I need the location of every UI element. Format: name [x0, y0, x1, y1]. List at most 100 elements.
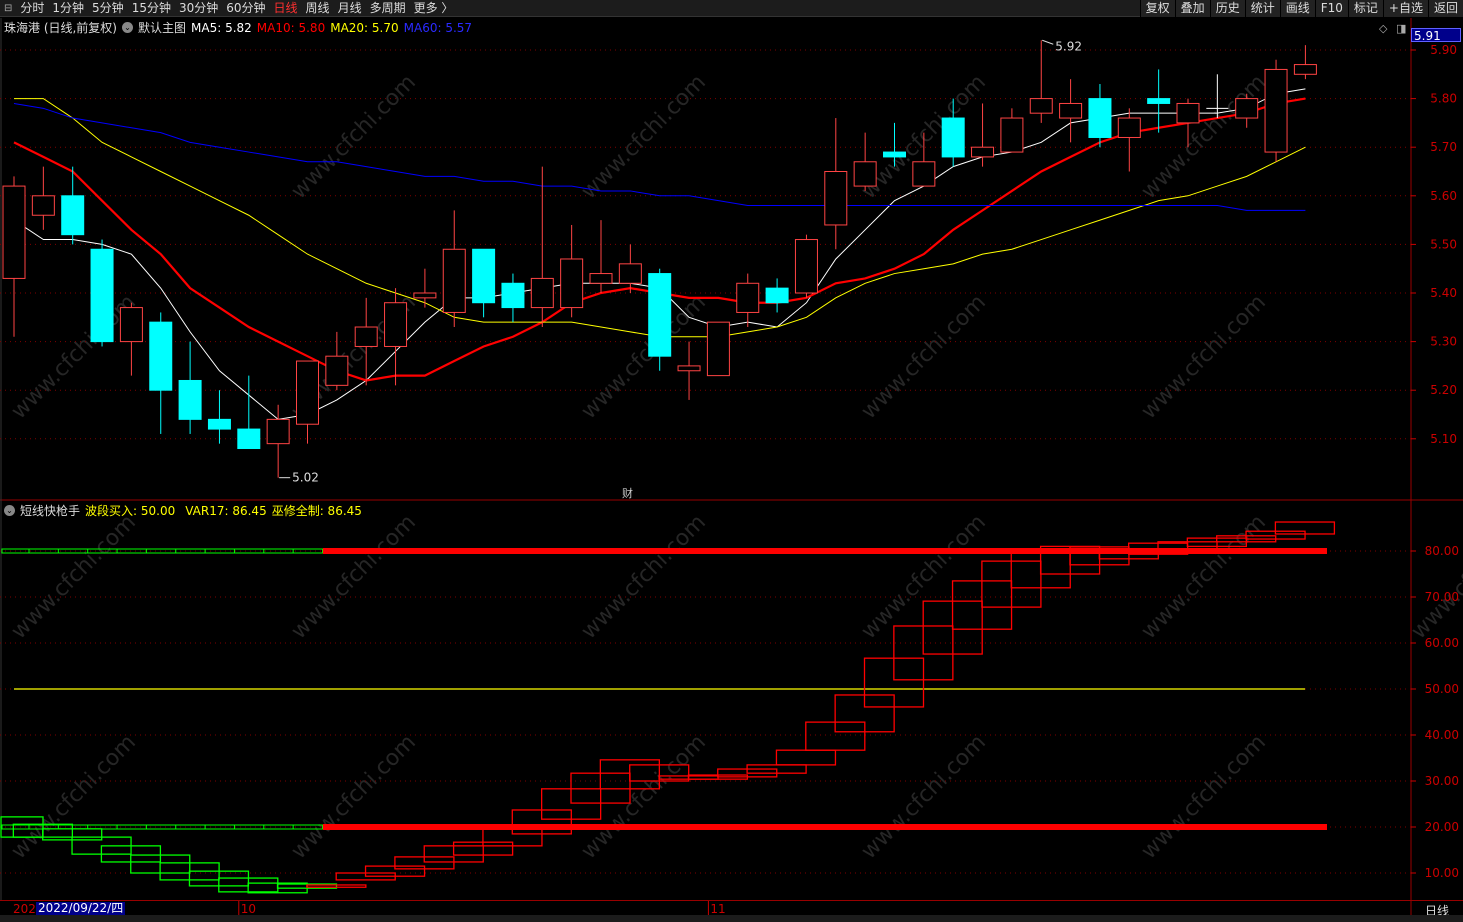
stock-title: 珠海港 (日线,前复权) — [4, 21, 117, 35]
diamond-icon[interactable]: ◇ — [1379, 22, 1388, 35]
watermark: www.cfchi.com — [7, 510, 141, 644]
price-tick-label: 5.20 — [1430, 383, 1457, 397]
template-selector[interactable]: 默认主图 — [138, 21, 187, 35]
watermark: www.cfchi.com — [287, 70, 421, 204]
price-tick-label: 5.10 — [1430, 432, 1457, 446]
candle — [1147, 69, 1171, 133]
candle — [119, 302, 143, 376]
candle — [706, 321, 730, 377]
toolbar-button-5[interactable]: F10 — [1314, 0, 1348, 17]
period-tab-6[interactable]: 日线 — [273, 0, 298, 15]
high-price-label: 5.92 — [1055, 39, 1082, 53]
candle — [736, 273, 760, 328]
candle-body — [530, 277, 554, 309]
toolbar-button-7[interactable]: +自选 — [1382, 0, 1428, 17]
candle — [1176, 98, 1200, 148]
candle — [971, 103, 995, 167]
period-tab-10[interactable]: 更多 〉 — [413, 0, 454, 15]
candle — [237, 375, 261, 450]
candle-body — [1000, 117, 1024, 153]
candle-body — [296, 360, 319, 425]
candle-body — [31, 195, 55, 216]
candle — [90, 239, 114, 347]
candle — [384, 288, 408, 386]
candle-body — [1235, 98, 1259, 119]
candle-body — [90, 248, 114, 343]
candle — [2, 176, 26, 337]
candle — [1000, 108, 1024, 153]
toolbar-button-8[interactable]: 返回 — [1427, 0, 1463, 17]
candle-body — [1176, 102, 1200, 124]
watermark: www.cfchi.com — [577, 70, 711, 204]
candle-body — [354, 326, 378, 347]
candle — [1235, 93, 1259, 128]
price-tick-label: 5.90 — [1430, 43, 1457, 57]
panel-toggle-icon[interactable]: ⊟ — [4, 2, 13, 14]
indicator-box — [629, 764, 690, 782]
period-tab-7[interactable]: 周线 — [305, 0, 330, 15]
period-tab-8[interactable]: 月线 — [337, 0, 362, 15]
price-tick-label: 5.80 — [1430, 92, 1457, 106]
watermark: www.cfchi.com — [287, 730, 421, 864]
bottom-tab-bar[interactable] — [0, 915, 1463, 922]
indicator-tick-label: 60.00 — [1425, 636, 1459, 650]
indicator-name[interactable]: 短线快枪手 — [20, 504, 81, 518]
toolbar-button-3[interactable]: 统计 — [1244, 0, 1280, 17]
candle — [472, 248, 496, 318]
candle-body — [648, 273, 672, 357]
period-tab-2[interactable]: 5分钟 — [92, 0, 124, 15]
candle-body — [237, 428, 261, 450]
candle — [1059, 79, 1083, 143]
period-tab-9[interactable]: 多周期 — [369, 0, 406, 15]
ma10-value: MA10: 5.80 — [256, 20, 326, 35]
toolbar-button-4[interactable]: 画线 — [1279, 0, 1315, 17]
level-line-red — [322, 824, 1328, 830]
price-tick-label: 5.60 — [1430, 189, 1457, 203]
toolbar: ⊟ 分时 1分钟 5分钟 15分钟 30分钟 60分钟 日线 周线 月线 多周期 更多 〉 复权 叠加… — [0, 0, 1463, 17]
candle — [296, 360, 319, 444]
candle-body — [1088, 98, 1112, 138]
candle — [61, 166, 85, 245]
watermark: www.cfchi.com — [1137, 730, 1271, 864]
main-legend: 珠海港 (日线,前复权) ⌄ 默认主图 MA5: 5.82 MA10: 5.80… — [4, 19, 472, 36]
period-tab-1[interactable]: 1分钟 — [52, 0, 85, 15]
candle — [853, 132, 877, 191]
candle — [618, 244, 642, 293]
candle-body — [1059, 102, 1083, 119]
candle-body — [824, 171, 848, 226]
candle — [941, 98, 965, 167]
candle — [794, 234, 818, 298]
chevron-down-icon[interactable]: ⌄ — [122, 22, 133, 33]
toolbar-button-2[interactable]: 历史 — [1209, 0, 1245, 17]
period-tab-3[interactable]: 15分钟 — [131, 0, 171, 15]
indicator-box — [276, 883, 338, 889]
period-tab-5[interactable]: 60分钟 — [226, 0, 266, 15]
candle-body — [618, 263, 642, 284]
candle-body — [501, 282, 525, 309]
candle — [207, 390, 231, 444]
candle-body — [413, 292, 437, 299]
toolbar-button-0[interactable]: 复权 — [1139, 0, 1175, 17]
candle-body — [677, 365, 701, 372]
chevron-down-icon[interactable]: ⌄ — [4, 505, 15, 516]
toolbar-button-6[interactable]: 标记 — [1347, 0, 1383, 17]
candle-body — [706, 321, 730, 377]
date-tick-label: 11 — [710, 902, 726, 916]
candle — [560, 224, 584, 318]
candle-body — [1147, 98, 1171, 104]
candle-body — [266, 418, 290, 445]
candle — [1117, 108, 1141, 172]
candle-body — [560, 258, 584, 309]
finance-marker: 财 — [622, 486, 633, 500]
indicator-tick-label: 40.00 — [1425, 728, 1459, 742]
candle-body — [384, 302, 408, 347]
toolbar-button-1[interactable]: 叠加 — [1174, 0, 1210, 17]
candle — [883, 122, 906, 167]
indicator-tick-label: 80.00 — [1425, 544, 1459, 558]
candle-body — [853, 161, 877, 187]
period-tab-4[interactable]: 30分钟 — [178, 0, 219, 15]
candle-body — [149, 321, 173, 391]
period-tab-0[interactable]: 分时 — [20, 0, 45, 15]
panel-layout-icon[interactable]: ◨ — [1396, 22, 1407, 35]
